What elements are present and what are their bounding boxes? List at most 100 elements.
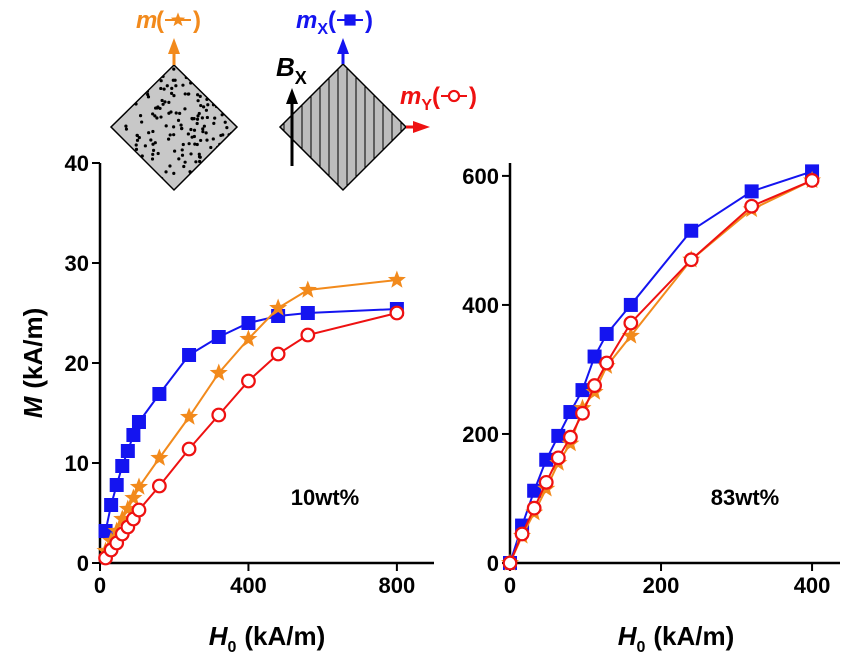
particle	[177, 119, 180, 122]
particle	[206, 103, 209, 106]
marker	[745, 184, 759, 198]
marker	[180, 408, 198, 425]
marker	[301, 306, 315, 320]
legend-entry: mX()	[296, 7, 373, 38]
particle	[181, 154, 184, 157]
sample-diagram: BX	[109, 38, 430, 195]
particle	[181, 148, 184, 151]
particle	[218, 165, 221, 168]
x-label-symbol: H	[209, 621, 229, 651]
particle	[170, 92, 173, 95]
particle	[172, 172, 175, 175]
particle	[187, 184, 190, 187]
legend-bracket: )	[469, 83, 477, 110]
x-label-symbol: H	[618, 621, 638, 651]
particle	[135, 148, 138, 151]
particle	[187, 132, 190, 135]
particle	[123, 166, 126, 169]
particle	[223, 166, 226, 169]
particle	[159, 66, 162, 69]
particle	[172, 79, 175, 82]
particle	[205, 131, 208, 134]
particle	[210, 65, 213, 68]
particle	[157, 152, 160, 155]
particle	[115, 92, 118, 95]
particle	[116, 160, 119, 163]
particle	[170, 87, 173, 90]
particle	[219, 134, 222, 137]
particle	[134, 67, 137, 70]
legend-name: m	[136, 7, 157, 34]
particle	[165, 124, 168, 127]
marker	[212, 409, 225, 422]
marker	[150, 449, 168, 466]
y-tick-label: 40	[65, 151, 89, 176]
particle	[153, 174, 156, 177]
particle	[201, 127, 204, 130]
legend-bracket: )	[193, 7, 201, 34]
particle	[190, 179, 193, 182]
marker	[104, 498, 118, 512]
particle	[125, 128, 128, 131]
particle	[172, 133, 175, 136]
particle	[224, 121, 227, 124]
x-axis-label: H0(kA/m)	[209, 621, 326, 656]
y-tick-label: 400	[462, 293, 499, 318]
marker	[600, 327, 614, 341]
particle	[110, 64, 113, 67]
particle	[131, 90, 134, 93]
particle	[205, 109, 208, 112]
legend-entry: mY()	[400, 83, 477, 114]
particle	[136, 139, 139, 142]
marker	[540, 476, 553, 489]
particle	[230, 98, 233, 101]
particle	[138, 136, 141, 139]
annotation: 10wt%	[291, 485, 359, 510]
marker	[153, 480, 166, 493]
particle	[151, 153, 154, 156]
particle	[163, 88, 166, 91]
particle	[184, 161, 187, 164]
particle	[235, 73, 238, 76]
particle	[144, 144, 147, 147]
y-tick-label: 10	[65, 451, 89, 476]
particle	[201, 130, 204, 133]
particle	[109, 178, 112, 181]
particle	[127, 104, 130, 107]
particle	[193, 135, 196, 138]
legend-bracket: (	[328, 7, 336, 34]
particle	[168, 164, 171, 167]
particle	[210, 76, 213, 79]
particle	[135, 143, 138, 146]
particle	[126, 149, 129, 152]
particle	[140, 120, 143, 123]
particle	[129, 101, 132, 104]
arrow-head	[286, 88, 298, 104]
particle	[129, 179, 132, 182]
y-label-symbol: M	[18, 395, 48, 418]
marker	[504, 557, 517, 570]
marker	[564, 431, 577, 444]
particle	[115, 140, 118, 143]
particle	[147, 131, 150, 134]
marker	[132, 415, 146, 429]
particle	[194, 160, 197, 163]
particle	[114, 85, 117, 88]
particle	[235, 116, 238, 119]
marker	[133, 504, 146, 517]
particle	[218, 87, 221, 90]
legend-bracket: (	[156, 7, 164, 34]
particle	[186, 182, 189, 185]
x-label-subscript: 0	[227, 639, 236, 656]
particle	[234, 183, 237, 186]
marker	[516, 528, 529, 541]
marker	[576, 407, 589, 420]
particle	[141, 174, 144, 177]
particle	[188, 142, 191, 145]
particle	[230, 70, 233, 73]
particle	[198, 160, 201, 163]
particle	[158, 107, 161, 110]
particle	[206, 116, 209, 119]
field-subscript: X	[295, 68, 307, 88]
particle	[213, 178, 216, 181]
